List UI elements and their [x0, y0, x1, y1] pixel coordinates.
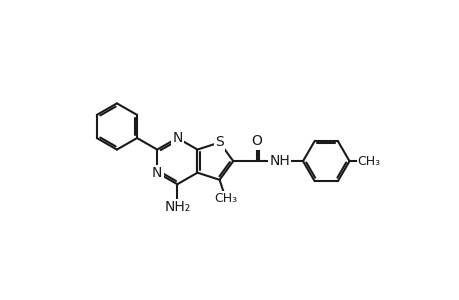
- Text: N: N: [151, 166, 162, 180]
- Text: S: S: [215, 135, 224, 149]
- Text: CH₃: CH₃: [213, 192, 236, 206]
- Text: N: N: [172, 131, 182, 145]
- Text: O: O: [251, 134, 261, 148]
- Text: NH: NH: [269, 154, 290, 168]
- Text: CH₃: CH₃: [357, 154, 380, 168]
- Text: NH₂: NH₂: [164, 200, 190, 214]
